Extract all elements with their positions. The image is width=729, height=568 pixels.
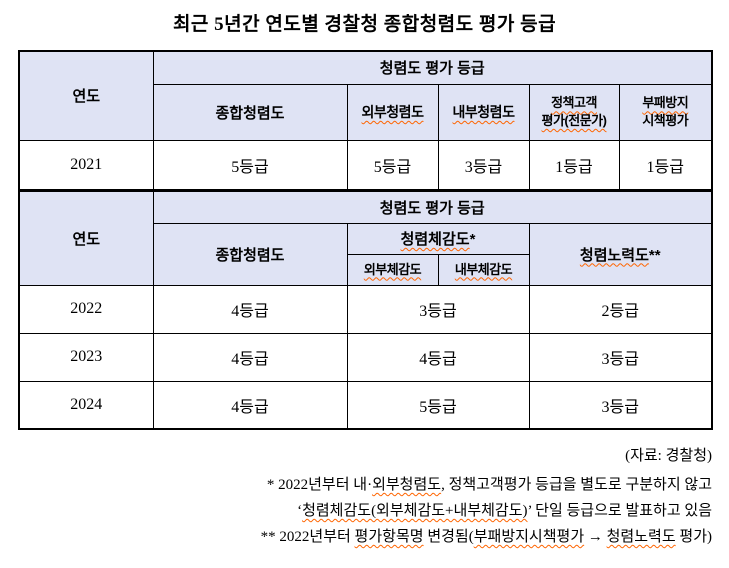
misspelled-text: 외부청렴도	[372, 477, 442, 493]
footer-notes: (자료: 경찰청) * 2022년부터 내·외부청렴도, 정책고객평가 등급을 …	[0, 444, 729, 550]
table-row-2022: 2022 4등급 3등급 2등급	[18, 284, 713, 334]
grade-cell: 3등급	[437, 139, 530, 191]
grade-cell: 4등급	[346, 332, 530, 382]
s1-anticorruption-header-cell: 부패방지 시책평가	[618, 83, 713, 141]
table-row-2023: 2023 4등급 4등급 3등급	[18, 332, 713, 382]
grade-cell: 4등급	[152, 380, 348, 430]
footnote-marker: **	[648, 246, 661, 264]
grade-cell: 2등급	[528, 284, 713, 334]
misspelled-text: 부패방지	[642, 95, 689, 111]
misspelled-text: 외부체감도	[363, 261, 422, 277]
note-text: 변경됨(	[423, 529, 474, 545]
footnote-marker: *	[469, 231, 476, 248]
grade-cell: 3등급	[346, 284, 530, 334]
grade-cell: 5등급	[346, 139, 439, 191]
misspelled-text: 내부체감도	[454, 261, 513, 277]
misspelled-text: 정책고객	[551, 95, 597, 111]
note-text: ‘	[297, 503, 303, 519]
year-cell: 2023	[18, 332, 154, 382]
s1-external-header-cell: 외부청렴도	[346, 83, 439, 141]
misspelled-text: 내부청렴도	[452, 104, 515, 120]
s1-overall-header-cell: 종합청렴도	[152, 83, 348, 141]
misspelled-text: 청렴노력도	[579, 246, 649, 264]
s2-perceived-int-header-cell: 내부체감도	[437, 253, 530, 286]
header-text: 시책평가	[642, 113, 689, 128]
table-row-2021: 2021 5등급 5등급 3등급 1등급 1등급	[18, 139, 713, 191]
grade-cell: 3등급	[528, 380, 713, 430]
grade-cell: 5등급	[346, 380, 530, 430]
grades-table: 연도 청렴도 평가 등급 종합청렴도 외부청렴도 내부청렴도 정책고객 평가(전…	[18, 50, 714, 430]
s2-overall-header-cell: 종합청렴도	[152, 222, 348, 286]
note-text: , 정책고객평가 등급을 별도로 구분하지 않고	[441, 477, 712, 493]
misspelled-text: 평가(전문가)	[541, 113, 607, 128]
s2-effort-header-cell: 청렴노력도**	[528, 222, 713, 286]
note-text: ** 2022년부터	[260, 529, 355, 545]
year-cell: 2022	[18, 284, 154, 334]
misspelled-text: 부패방지시책평가	[473, 529, 585, 545]
note-text: ’ 단일 등급으로 발표하고 있음	[527, 503, 712, 519]
s2-perceived-header-cell: 청렴체감도*	[346, 222, 530, 255]
grade-cell: 1등급	[618, 139, 713, 191]
note-text: →	[584, 529, 607, 545]
misspelled-text: 청렴체감도(외부체감도+내부체감도)	[302, 503, 528, 519]
misspelled-text: 청렴체감도	[400, 231, 470, 248]
footnote-asterisk-2: ** 2022년부터 평가항목명 변경됨(부패방지시책평가 → 청렴노력도 평가…	[0, 524, 712, 550]
s2-group-header-cell: 청렴도 평가 등급	[152, 188, 713, 224]
s1-internal-header-cell: 내부청렴도	[437, 83, 530, 141]
note-text: * 2022년부터 내·	[266, 477, 373, 493]
year-cell: 2024	[18, 380, 154, 430]
table-row-2024: 2024 4등급 5등급 3등급	[18, 380, 713, 430]
footnote-asterisk-1: * 2022년부터 내·외부청렴도, 정책고객평가 등급을 별도로 구분하지 않…	[0, 472, 712, 498]
grade-cell: 4등급	[152, 284, 348, 334]
source-note: (자료: 경찰청)	[625, 448, 712, 464]
note-text: 평가)	[675, 529, 712, 545]
s1-policy-customer-header-cell: 정책고객 평가(전문가)	[528, 83, 620, 141]
page-title: 최근 5년간 연도별 경찰청 종합청렴도 평가 등급	[172, 14, 557, 35]
misspelled-text: 청렴노력도	[606, 529, 676, 545]
s2-year-header-cell: 연도	[18, 188, 154, 286]
grade-cell: 1등급	[528, 139, 620, 191]
misspelled-text: 외부청렴도	[361, 104, 424, 120]
grade-cell: 5등급	[152, 139, 348, 191]
year-cell: 2021	[18, 139, 154, 191]
s1-year-header-cell: 연도	[18, 50, 154, 141]
s2-perceived-ext-header-cell: 외부체감도	[346, 253, 439, 286]
misspelled-text: 평가항목명	[354, 529, 424, 545]
grade-cell: 4등급	[152, 332, 348, 382]
s1-group-header-cell: 청렴도 평가 등급	[152, 50, 713, 85]
grade-cell: 3등급	[528, 332, 713, 382]
footnote-asterisk-1-continued: ‘청렴체감도(외부체감도+내부체감도)’ 단일 등급으로 발표하고 있음	[0, 498, 712, 524]
